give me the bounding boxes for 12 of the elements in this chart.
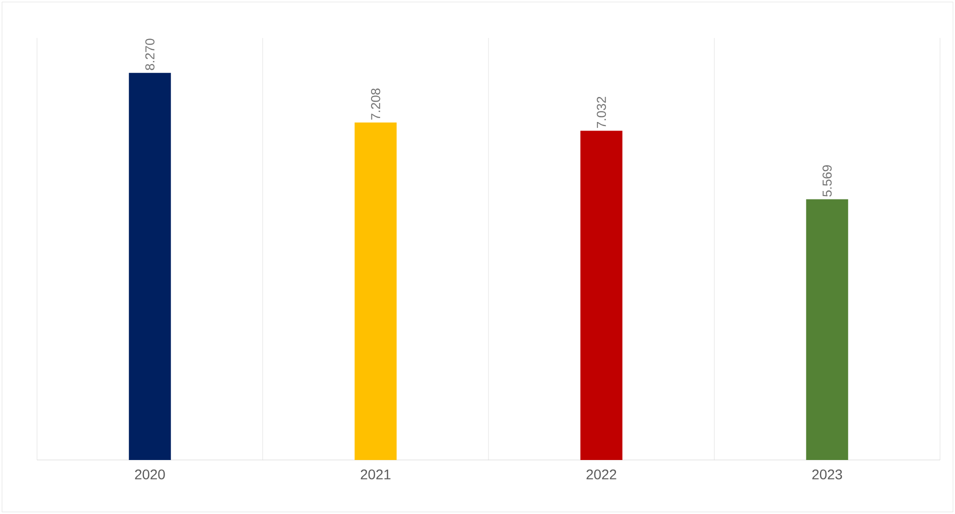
x-tick-label: 2023	[812, 469, 842, 480]
bar	[806, 199, 848, 460]
x-tick-label: 2021	[360, 469, 390, 480]
x-tick-label: 2022	[586, 469, 616, 480]
bar	[128, 72, 171, 460]
data-label: 5.569	[822, 165, 832, 197]
bar	[580, 130, 622, 460]
x-tick-label: 2020	[135, 469, 165, 480]
data-label: 7.208	[371, 88, 380, 120]
bar	[354, 122, 397, 460]
data-label: 7.032	[596, 96, 606, 128]
data-label: 8.270	[145, 38, 154, 70]
